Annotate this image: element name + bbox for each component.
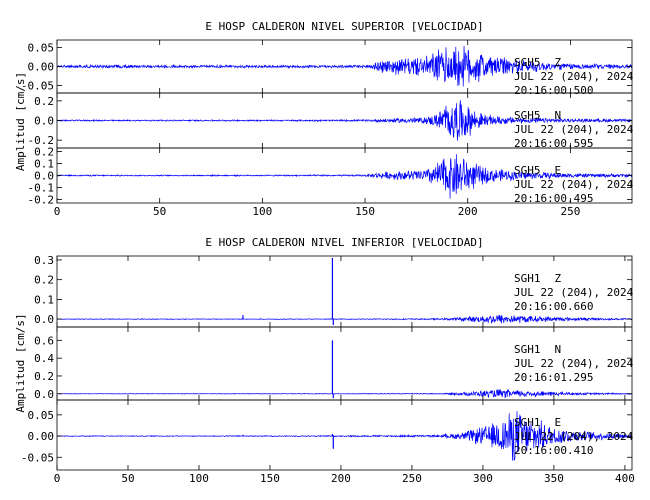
x-tick-label: 200 — [458, 205, 478, 218]
trace-time: 20:16:00.500 — [514, 84, 593, 97]
y-tick-label: 0.05 — [28, 409, 55, 422]
y-tick-label: 0.2 — [34, 370, 54, 383]
trace-date: JUL 22 (204), 2024 — [514, 286, 634, 299]
y-tick-label: -0.2 — [28, 134, 55, 147]
y-tick-label: 0.00 — [28, 61, 55, 74]
y-axis-label: Amplitud [cm/s] — [14, 72, 27, 171]
y-tick-label: 0.05 — [28, 42, 55, 55]
x-tick-label: 100 — [189, 472, 209, 485]
station-code: SGH5 — [514, 109, 541, 122]
trace-date: JUL 22 (204), 2024 — [514, 70, 634, 83]
trace-date: JUL 22 (204), 2024 — [514, 357, 634, 370]
component-code: E — [555, 416, 562, 429]
y-tick-label: 0.2 — [34, 146, 54, 159]
x-tick-label: 200 — [331, 472, 351, 485]
seismogram-panel: E HOSP CALDERON NIVEL SUPERIOR [VELOCIDA… — [14, 20, 634, 218]
x-tick-label: 100 — [252, 205, 272, 218]
station-component-label: SGH5 N — [514, 109, 561, 122]
station-component-label: SGH1 E — [514, 416, 561, 429]
component-code: N — [555, 109, 562, 122]
waveform-line — [56, 45, 633, 87]
trace-frame — [56, 399, 633, 471]
waveform-line — [56, 388, 633, 399]
station-component-label: SGH1 N — [514, 343, 561, 356]
y-tick-label: 0.2 — [34, 274, 54, 287]
waveform-line — [56, 314, 633, 324]
x-tick-label: 250 — [560, 205, 580, 218]
trace-date: JUL 22 (204), 2024 — [514, 123, 634, 136]
x-tick-label: 50 — [153, 205, 166, 218]
component-code: Z — [555, 272, 562, 285]
y-tick-label: 0.0 — [34, 388, 54, 401]
x-tick-label: 0 — [54, 472, 61, 485]
y-tick-label: 0.0 — [34, 115, 54, 128]
panel-title: E HOSP CALDERON NIVEL SUPERIOR [VELOCIDA… — [205, 20, 483, 33]
y-tick-label: -0.05 — [21, 79, 54, 92]
trace-time: 20:16:00.495 — [514, 192, 593, 205]
waveform-line — [56, 411, 633, 461]
station-code: SGH1 — [514, 272, 541, 285]
trace-date: JUL 22 (204), 2024 — [514, 178, 634, 191]
component-code: E — [555, 164, 562, 177]
station-code: SGH5 — [514, 56, 541, 69]
trace-time: 20:16:00.660 — [514, 300, 593, 313]
y-tick-label: 0.1 — [34, 158, 54, 171]
trace-date: JUL 22 (204), 2024 — [514, 430, 634, 443]
y-tick-label: -0.1 — [28, 181, 55, 194]
component-code: N — [555, 343, 562, 356]
x-tick-label: 150 — [260, 472, 280, 485]
seismogram-panel: E HOSP CALDERON NIVEL INFERIOR [VELOCIDA… — [14, 236, 635, 485]
station-component-label: SGH1 Z — [514, 272, 562, 285]
x-tick-label: 0 — [54, 205, 61, 218]
waveform-line — [56, 154, 633, 199]
trace-time: 20:16:00.595 — [514, 137, 593, 150]
y-tick-label: 0.6 — [34, 334, 54, 347]
y-tick-label: 0.00 — [28, 430, 55, 443]
y-tick-label: 0.3 — [34, 254, 54, 267]
component-code: Z — [555, 56, 562, 69]
x-tick-label: 150 — [355, 205, 375, 218]
y-axis-label: Amplitud [cm/s] — [14, 313, 27, 412]
trace-time: 20:16:01.295 — [514, 371, 593, 384]
station-component-label: SGH5 E — [514, 164, 561, 177]
x-tick-label: 400 — [615, 472, 635, 485]
y-tick-label: 0.0 — [34, 313, 54, 326]
station-code: SGH5 — [514, 164, 541, 177]
y-tick-label: 0.2 — [34, 95, 54, 108]
panel-title: E HOSP CALDERON NIVEL INFERIOR [VELOCIDA… — [205, 236, 483, 249]
station-code: SGH1 — [514, 416, 541, 429]
y-tick-label: 0.0 — [34, 170, 54, 183]
station-component-label: SGH5 Z — [514, 56, 562, 69]
x-tick-label: 250 — [402, 472, 422, 485]
y-tick-label: -0.2 — [28, 193, 55, 206]
x-tick-label: 300 — [473, 472, 493, 485]
y-tick-label: 0.4 — [34, 352, 54, 365]
waveform-line — [56, 100, 633, 141]
x-tick-label: 50 — [121, 472, 134, 485]
y-tick-label: 0.1 — [34, 293, 54, 306]
station-code: SGH1 — [514, 343, 541, 356]
x-tick-label: 350 — [544, 472, 564, 485]
trace-time: 20:16:00.410 — [514, 444, 593, 457]
y-tick-label: -0.05 — [21, 451, 54, 464]
